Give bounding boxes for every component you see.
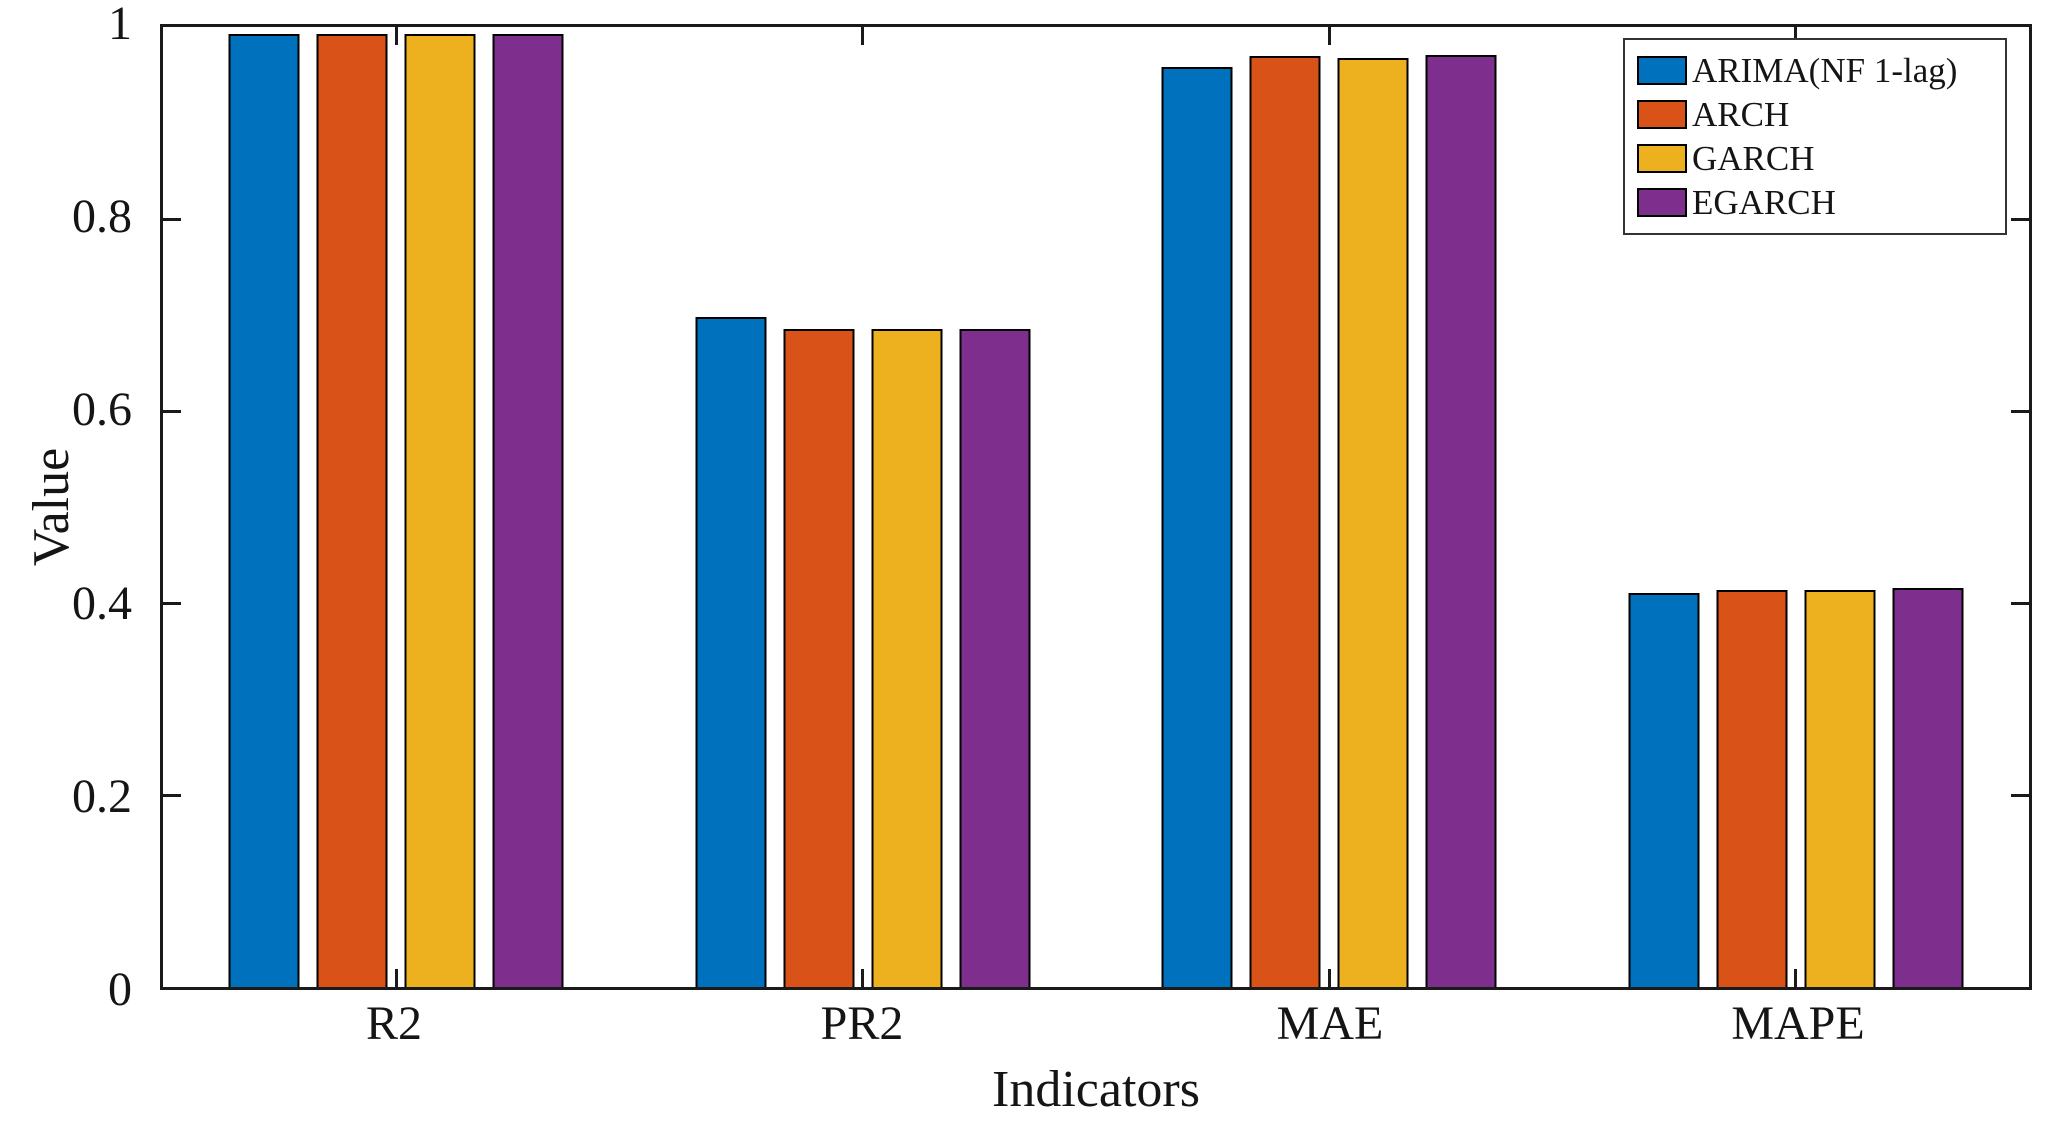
y-tick-mark (2011, 217, 2029, 221)
y-tick-label: 0.8 (72, 190, 132, 244)
legend-swatch-icon (1637, 100, 1687, 129)
x-tick-mark (1794, 27, 1798, 45)
y-tick-mark (163, 793, 181, 797)
bar (228, 33, 300, 987)
legend-item: ARIMA(NF 1-lag) (1637, 53, 2005, 88)
legend-label: EGARCH (1692, 183, 1836, 222)
bar (1161, 67, 1233, 987)
bar (404, 33, 476, 987)
plot-area: ARIMA(NF 1-lag) ARCH GARCH EGARCH (160, 24, 2032, 990)
bar (1337, 57, 1409, 987)
x-tick-mark (394, 969, 398, 987)
legend-label: ARCH (1692, 95, 1790, 134)
x-tick-label-mae: MAE (1276, 997, 1384, 1050)
bar (1249, 55, 1321, 987)
legend-swatch-icon (1637, 188, 1687, 217)
x-tick-mark (1327, 969, 1331, 987)
bar (492, 33, 564, 987)
legend-label: GARCH (1692, 139, 1815, 178)
y-tick-mark (2011, 409, 2029, 413)
y-axis-tick-labels: 0 0.2 0.4 0.6 0.8 1 (0, 0, 146, 1014)
bar (1716, 589, 1788, 987)
bar (959, 329, 1031, 987)
x-tick-mark (1327, 27, 1331, 45)
x-axis-tick-labels: R2 PR2 MAE MAPE (160, 1000, 2032, 1060)
legend-item: GARCH (1637, 141, 2005, 176)
legend: ARIMA(NF 1-lag) ARCH GARCH EGARCH (1623, 38, 2007, 235)
bar-group-r2 (228, 27, 564, 987)
x-tick-mark (394, 27, 398, 45)
y-tick-label: 0 (108, 963, 132, 1016)
bar-group-mape (1628, 27, 1964, 987)
y-tick-mark (163, 409, 181, 413)
x-tick-mark (861, 969, 865, 987)
legend-item: ARCH (1637, 97, 2005, 132)
bar-group-pr2 (695, 27, 1031, 987)
bar (1628, 593, 1700, 987)
legend-swatch-icon (1637, 144, 1687, 173)
x-axis-label: Indicators (992, 1061, 1200, 1118)
legend-label: ARIMA(NF 1-lag) (1692, 51, 1958, 90)
bar (1892, 587, 1964, 987)
y-tick-mark (2011, 793, 2029, 797)
bar (871, 329, 943, 987)
y-tick-label: 0.2 (72, 769, 132, 823)
legend-swatch-icon (1637, 56, 1687, 85)
bar (1804, 589, 1876, 987)
y-tick-mark (163, 217, 181, 221)
x-tick-mark (1794, 969, 1798, 987)
legend-item: EGARCH (1637, 185, 2005, 220)
x-tick-mark (861, 27, 865, 45)
y-tick-mark (163, 601, 181, 605)
x-tick-label-mape: MAPE (1731, 997, 1865, 1050)
y-tick-mark (2011, 601, 2029, 605)
y-tick-label: 1 (108, 0, 132, 50)
y-axis-label: Value (23, 447, 80, 567)
x-tick-label-r2: R2 (365, 997, 423, 1050)
bar (1425, 54, 1497, 987)
bar-group-mae (1161, 27, 1497, 987)
bar (316, 33, 388, 987)
y-tick-label: 0.6 (72, 383, 132, 437)
bar (783, 329, 855, 987)
bar (695, 316, 767, 987)
x-tick-label-pr2: PR2 (820, 997, 904, 1050)
y-tick-label: 0.4 (72, 576, 132, 630)
